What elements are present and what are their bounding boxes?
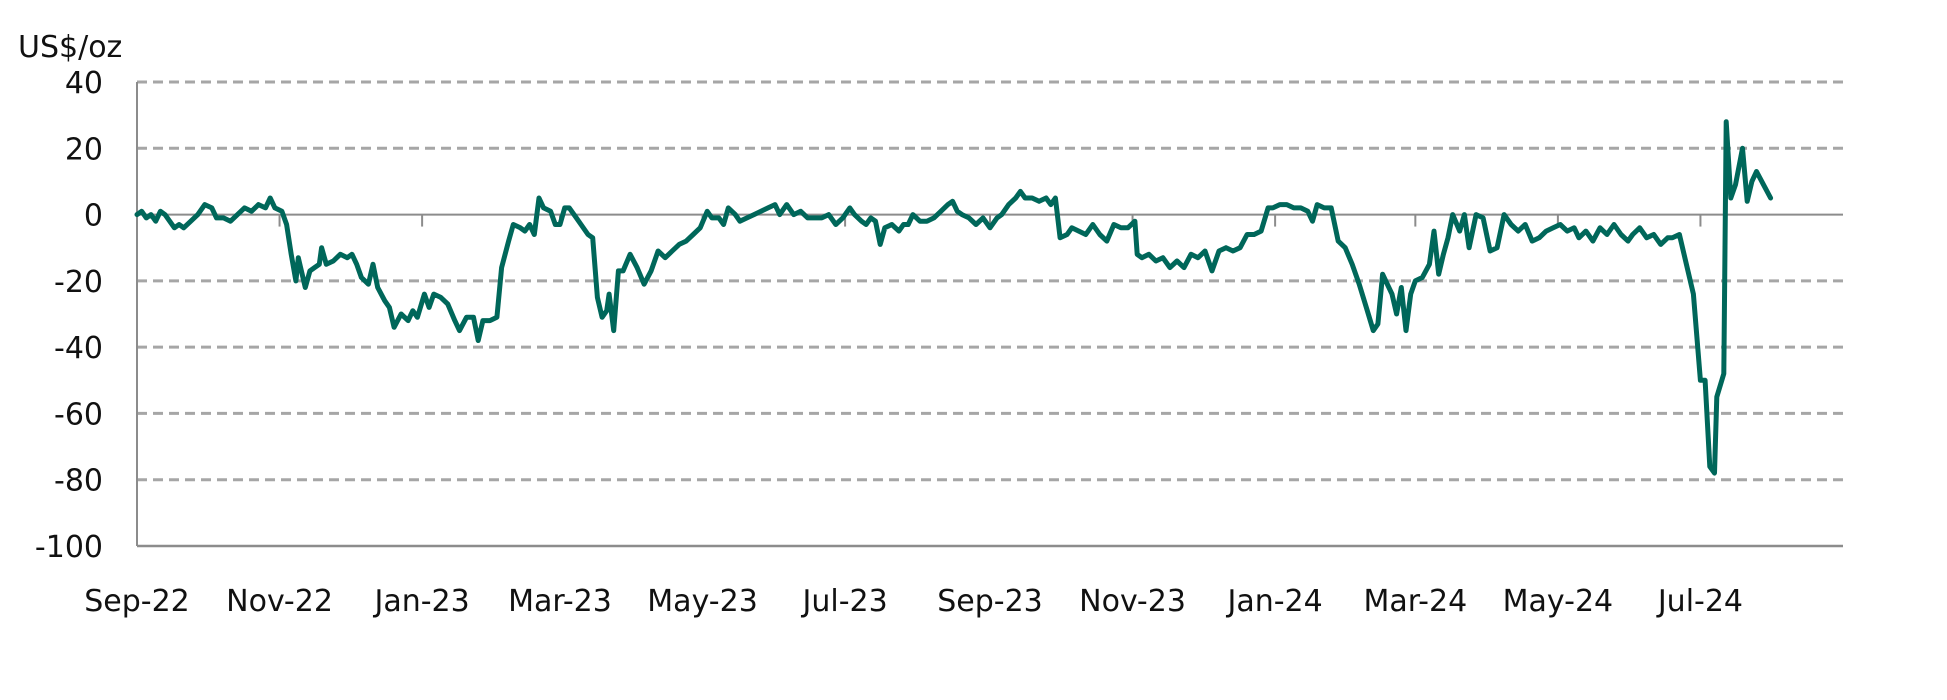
- x-tick-label: Jan-24: [1225, 584, 1322, 619]
- x-tick-label: Jul-23: [801, 584, 888, 619]
- y-tick-label: -20: [54, 265, 103, 300]
- x-tick-label: Jul-24: [1656, 584, 1743, 619]
- x-tick-label: Mar-24: [1363, 584, 1467, 619]
- x-tick-label: Nov-23: [1079, 584, 1186, 619]
- y-tick-label: -100: [35, 530, 103, 565]
- x-tick-label: Jan-23: [372, 584, 469, 619]
- series-layer: [134, 119, 1774, 476]
- y-tick-label: 20: [65, 132, 103, 167]
- y-tick-label: 0: [84, 199, 103, 234]
- x-tick-label: Sep-23: [937, 584, 1043, 619]
- series-line: [134, 119, 1774, 476]
- x-tick-label: Sep-22: [84, 584, 190, 619]
- grid-lines: [137, 80, 1843, 482]
- x-tick-label: Nov-22: [226, 584, 333, 619]
- y-axis-title: US$/oz: [18, 30, 122, 65]
- y-tick-labels: 40 20 0 -20 -40 -60 -80 -100: [35, 66, 103, 565]
- y-tick-label: 40: [65, 66, 103, 101]
- x-tick-label: Mar-23: [508, 584, 612, 619]
- y-tick-label: -60: [54, 397, 103, 432]
- x-tick-labels: Sep-22 Nov-22 Jan-23 Mar-23 May-23 Jul-23 Sep-…: [84, 584, 1743, 619]
- x-tick-label: May-23: [647, 584, 758, 619]
- y-tick-label: -80: [54, 464, 103, 499]
- y-tick-label: -40: [54, 331, 103, 366]
- x-tick-label: May-24: [1503, 584, 1614, 619]
